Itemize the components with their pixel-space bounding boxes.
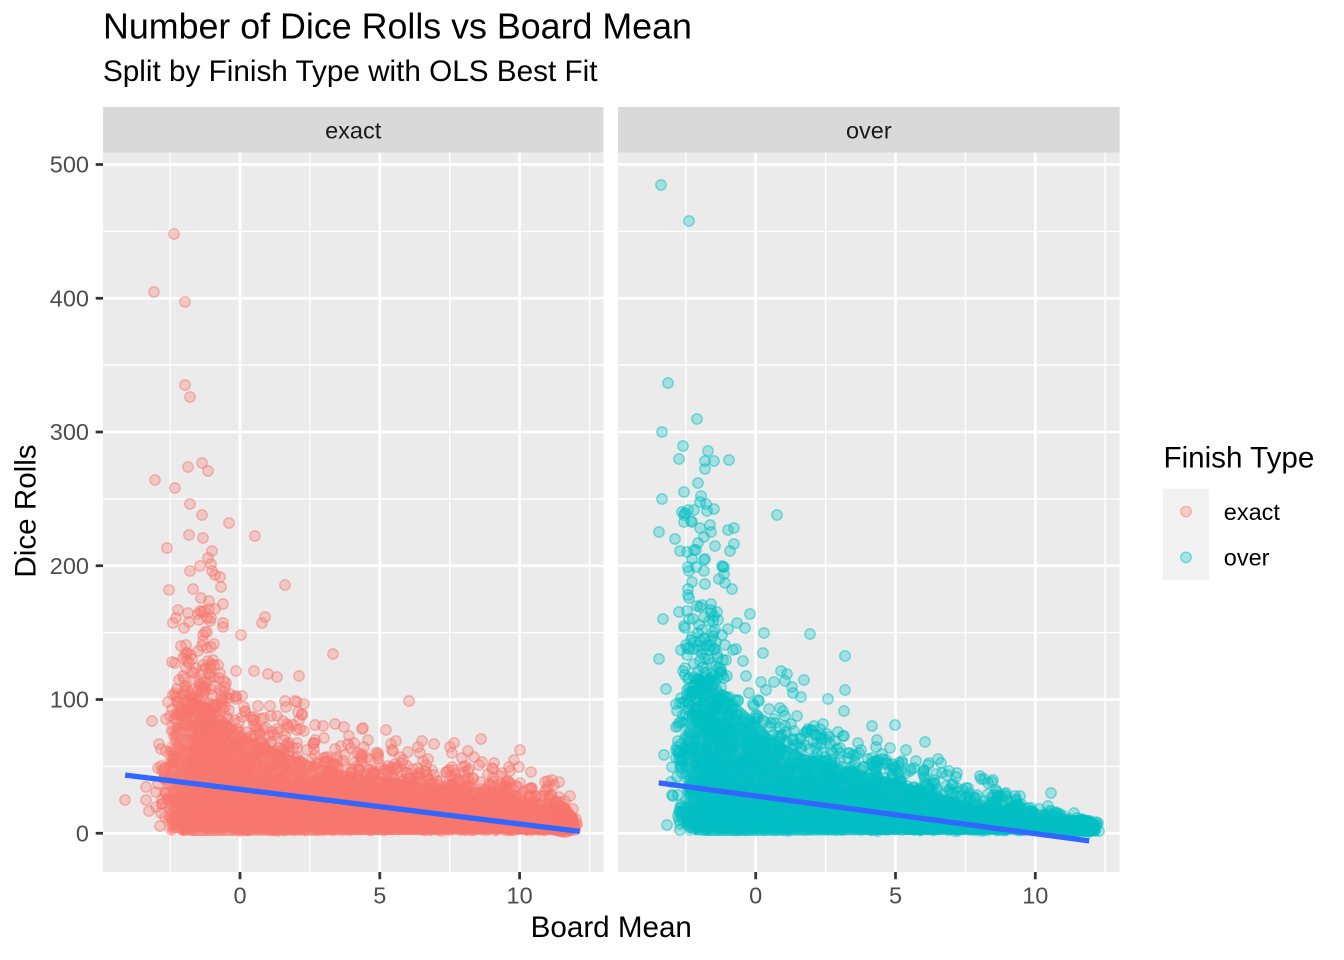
svg-text:Dice Rolls: Dice Rolls: [10, 444, 43, 577]
svg-text:0: 0: [749, 882, 762, 908]
svg-text:10: 10: [507, 882, 533, 908]
svg-text:5: 5: [373, 882, 386, 908]
svg-text:Finish Type: Finish Type: [1164, 442, 1315, 475]
svg-text:0: 0: [233, 882, 246, 908]
svg-text:exact: exact: [325, 118, 382, 144]
svg-text:over: over: [1224, 545, 1270, 571]
svg-text:200: 200: [50, 553, 89, 579]
svg-text:100: 100: [50, 687, 89, 713]
svg-text:10: 10: [1022, 882, 1048, 908]
svg-text:400: 400: [50, 286, 89, 312]
svg-text:0: 0: [76, 821, 89, 847]
svg-text:300: 300: [50, 419, 89, 445]
svg-text:Number of Dice Rolls vs Board: Number of Dice Rolls vs Board Mean: [103, 6, 692, 46]
svg-text:exact: exact: [1224, 499, 1281, 525]
svg-text:Board Mean: Board Mean: [531, 911, 692, 944]
svg-text:500: 500: [50, 152, 89, 178]
svg-text:Split by Finish Type with OLS: Split by Finish Type with OLS Best Fit: [103, 55, 598, 88]
svg-text:over: over: [846, 118, 892, 144]
svg-text:5: 5: [889, 882, 902, 908]
